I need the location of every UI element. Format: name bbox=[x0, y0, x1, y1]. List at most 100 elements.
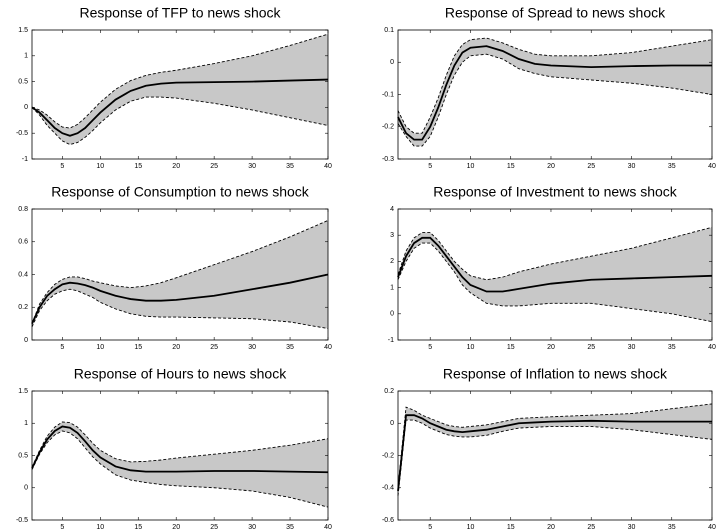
confidence-band bbox=[398, 227, 712, 322]
x-tick-label: 25 bbox=[210, 163, 218, 170]
x-tick-label: 25 bbox=[587, 344, 595, 351]
x-tick-label: 40 bbox=[324, 524, 332, 531]
x-tick-label: 30 bbox=[248, 344, 256, 351]
x-tick-label: 10 bbox=[96, 524, 104, 531]
x-tick-label: 15 bbox=[134, 524, 142, 531]
upper-bound-line bbox=[397, 37, 713, 134]
y-tick-label: 0 bbox=[24, 337, 28, 344]
y-tick-label: 1 bbox=[390, 284, 394, 291]
chart-title: Response of Consumption to news shock bbox=[51, 184, 310, 200]
y-tick-label: 2 bbox=[390, 258, 394, 265]
x-tick-label: 5 bbox=[60, 344, 64, 351]
y-tick-label: 0.1 bbox=[384, 27, 394, 34]
x-tick-label: 20 bbox=[172, 344, 180, 351]
plot-frame bbox=[397, 208, 713, 341]
confidence-band bbox=[32, 220, 328, 329]
x-tick-label: 30 bbox=[248, 163, 256, 170]
x-tick-label: 5 bbox=[60, 524, 64, 531]
x-tick-label: 35 bbox=[286, 524, 294, 531]
x-tick-label: 30 bbox=[628, 524, 636, 531]
x-tick-label: 35 bbox=[668, 524, 676, 531]
median-line bbox=[31, 273, 329, 325]
y-tick-label: -0.5 bbox=[16, 517, 28, 524]
x-tick-label: 25 bbox=[210, 344, 218, 351]
y-tick-label: 0 bbox=[24, 104, 28, 111]
y-tick-label: 1.5 bbox=[18, 27, 28, 34]
y-tick-label: 0.8 bbox=[18, 206, 28, 213]
y-tick-label: -0.5 bbox=[16, 130, 28, 137]
x-tick-label: 15 bbox=[507, 524, 515, 531]
lower-bound-line bbox=[31, 96, 329, 146]
x-tick-label: 15 bbox=[507, 344, 515, 351]
plot-frame bbox=[31, 29, 329, 160]
median-line bbox=[397, 45, 712, 141]
chart-title: Response of Spread to news shock bbox=[445, 5, 666, 21]
lower-bound-line bbox=[31, 430, 329, 508]
chart-title: Response of Hours to news shock bbox=[74, 366, 287, 382]
x-tick-label: 35 bbox=[668, 344, 676, 351]
x-tick-label: 20 bbox=[547, 344, 555, 351]
x-tick-label: 20 bbox=[172, 163, 180, 170]
lower-bound-line bbox=[397, 242, 713, 323]
y-tick-label: 0 bbox=[390, 59, 394, 66]
x-tick-label: 40 bbox=[324, 344, 332, 351]
y-tick-label: 4 bbox=[390, 206, 394, 213]
y-tick-label: -0.4 bbox=[382, 485, 394, 492]
y-tick-label: -0.2 bbox=[382, 452, 394, 459]
x-tick-label: 15 bbox=[134, 163, 142, 170]
y-tick-label: -0.2 bbox=[382, 124, 394, 131]
x-tick-label: 35 bbox=[286, 163, 294, 170]
x-tick-label: 40 bbox=[708, 524, 716, 531]
x-tick-label: 10 bbox=[467, 344, 475, 351]
x-tick-label: 5 bbox=[60, 163, 64, 170]
chart-title: Response of Inflation to news shock bbox=[443, 366, 668, 382]
y-tick-label: -1 bbox=[388, 337, 394, 344]
upper-bound-line bbox=[31, 220, 329, 324]
x-tick-label: 30 bbox=[628, 163, 636, 170]
x-tick-label: 35 bbox=[286, 344, 294, 351]
x-tick-label: 10 bbox=[96, 344, 104, 351]
y-tick-label: 1 bbox=[24, 53, 28, 60]
x-tick-label: 35 bbox=[668, 163, 676, 170]
x-tick-label: 25 bbox=[210, 524, 218, 531]
y-tick-label: 0 bbox=[390, 420, 394, 427]
y-tick-label: 0.2 bbox=[384, 388, 394, 395]
upper-bound-line bbox=[397, 226, 713, 281]
x-tick-label: 30 bbox=[628, 344, 636, 351]
lower-bound-line bbox=[397, 53, 713, 147]
lower-bound-line bbox=[31, 288, 329, 329]
x-tick-label: 30 bbox=[248, 524, 256, 531]
y-tick-label: 1.5 bbox=[18, 388, 28, 395]
upper-bound-line bbox=[31, 421, 329, 468]
y-tick-label: -0.6 bbox=[382, 517, 394, 524]
x-tick-label: 20 bbox=[547, 163, 555, 170]
x-tick-label: 5 bbox=[428, 163, 432, 170]
lower-bound-line bbox=[397, 419, 713, 496]
x-tick-label: 15 bbox=[507, 163, 515, 170]
x-tick-label: 25 bbox=[587, 524, 595, 531]
median-line bbox=[397, 414, 712, 492]
y-tick-label: 0.5 bbox=[18, 78, 28, 85]
confidence-band bbox=[398, 403, 712, 496]
median-line bbox=[397, 236, 713, 293]
confidence-band bbox=[398, 38, 712, 147]
median-line bbox=[31, 425, 329, 474]
y-tick-label: -0.1 bbox=[382, 91, 394, 98]
x-tick-label: 40 bbox=[324, 163, 332, 170]
y-tick-label: 3 bbox=[390, 232, 394, 239]
y-tick-label: 0 bbox=[390, 311, 394, 318]
x-tick-label: 25 bbox=[587, 163, 595, 170]
x-tick-label: 40 bbox=[708, 163, 716, 170]
upper-bound-line bbox=[31, 33, 329, 129]
y-tick-label: 0.6 bbox=[18, 239, 28, 246]
y-tick-label: 0 bbox=[24, 485, 28, 492]
x-tick-label: 10 bbox=[467, 524, 475, 531]
x-tick-label: 5 bbox=[428, 524, 432, 531]
chart-title: Response of Investment to news shock bbox=[433, 184, 678, 200]
x-tick-label: 10 bbox=[96, 163, 104, 170]
x-tick-label: 20 bbox=[172, 524, 180, 531]
upper-bound-line bbox=[397, 403, 713, 488]
y-tick-label: 1 bbox=[24, 420, 28, 427]
y-tick-label: 0.5 bbox=[18, 452, 28, 459]
